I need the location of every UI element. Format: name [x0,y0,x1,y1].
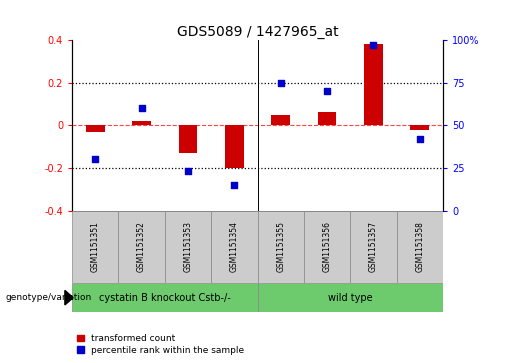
Bar [179,125,197,153]
Text: GSM1151357: GSM1151357 [369,221,378,272]
Point [184,168,192,174]
Bar [258,211,304,283]
Bar [364,44,383,125]
Polygon shape [65,290,73,305]
Text: wild type: wild type [328,293,372,303]
Bar [225,125,244,168]
Title: GDS5089 / 1427965_at: GDS5089 / 1427965_at [177,25,338,39]
Bar [350,211,397,283]
Text: GSM1151356: GSM1151356 [322,221,332,272]
Text: genotype/variation: genotype/variation [5,293,91,302]
Bar [318,113,336,125]
Bar [271,115,290,125]
Point [416,136,424,142]
Bar [211,211,258,283]
Point [91,156,99,162]
Text: GSM1151351: GSM1151351 [91,221,100,272]
Bar [118,211,165,283]
Bar [86,125,105,132]
Bar [410,125,429,130]
Bar [132,121,151,125]
Legend: transformed count, percentile rank within the sample: transformed count, percentile rank withi… [77,334,244,355]
Bar [72,211,118,283]
Point [369,42,377,48]
Bar [304,211,350,283]
Bar [165,211,211,283]
Point [230,182,238,188]
Point [138,105,146,111]
Text: GSM1151355: GSM1151355 [276,221,285,272]
Point [277,79,285,85]
Bar [258,283,443,312]
Text: GSM1151354: GSM1151354 [230,221,239,272]
Text: GSM1151358: GSM1151358 [415,221,424,272]
Text: cystatin B knockout Cstb-/-: cystatin B knockout Cstb-/- [99,293,231,303]
Text: GSM1151353: GSM1151353 [183,221,193,272]
Bar [72,283,258,312]
Point [323,88,331,94]
Text: GSM1151352: GSM1151352 [137,221,146,272]
Bar [397,211,443,283]
